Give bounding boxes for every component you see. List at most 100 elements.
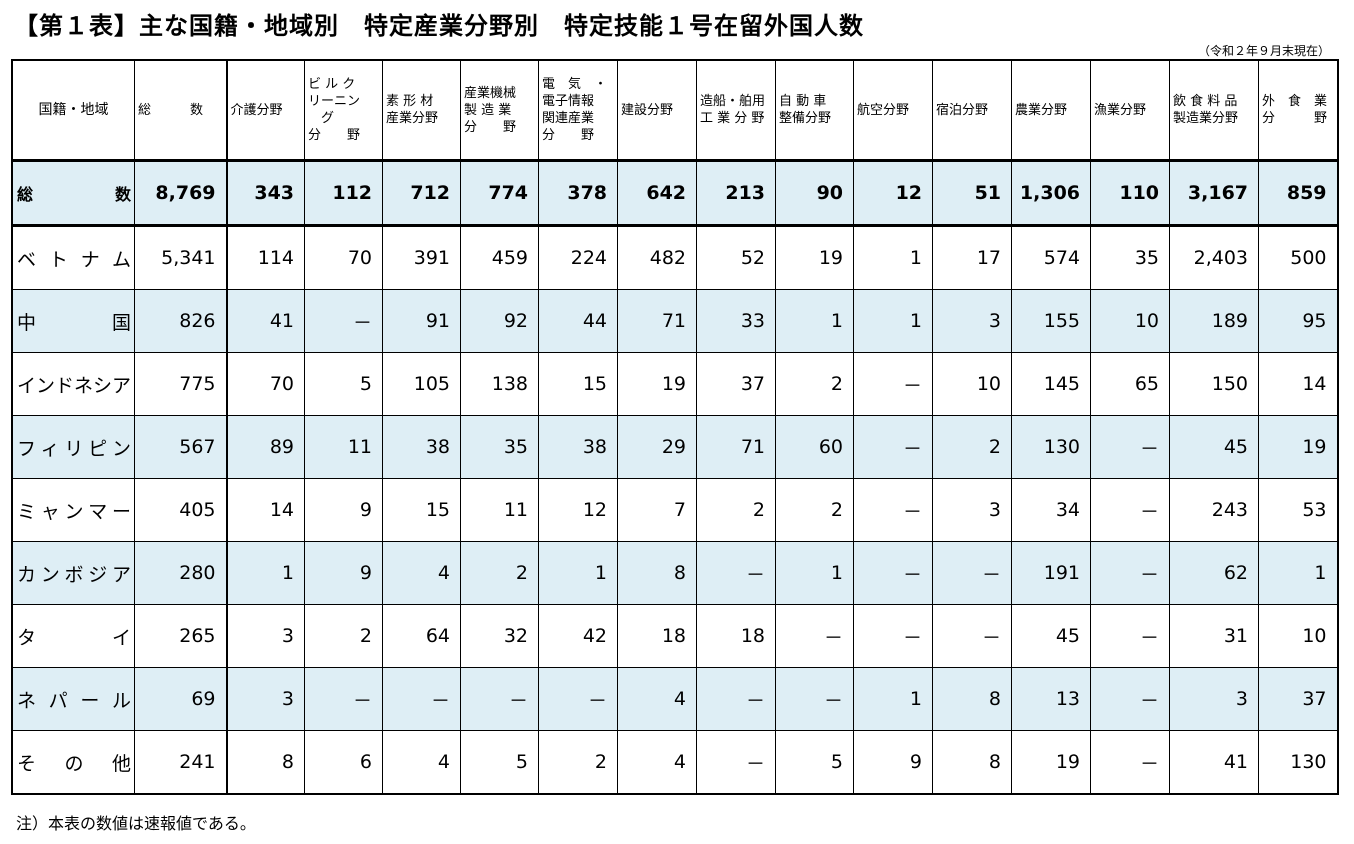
- table-cell: 3: [932, 289, 1013, 353]
- statistics-table: 国籍・地域総 数介護分野ビ ル ク リーニン グ 分 野素 形 材 産業分野 産業…: [11, 59, 1339, 795]
- column-header: 外 食 業 分 野: [1258, 59, 1339, 162]
- row-label: 総 数: [11, 160, 136, 227]
- table-cell: 53: [1258, 478, 1339, 542]
- table-cell: －: [538, 667, 619, 731]
- table-cell: 2: [304, 604, 384, 668]
- table-cell: 775: [134, 352, 228, 416]
- table-cell: 89: [226, 415, 306, 479]
- table-cell: 112: [304, 160, 384, 227]
- table-cell: 138: [460, 352, 540, 416]
- table-cell: －: [853, 352, 934, 416]
- table-row: 中国 826 41 － 91 92 44 71 33 1 1 3 155 10 189 95: [11, 289, 1339, 353]
- table-cell: 91: [382, 289, 462, 353]
- table-cell: 8: [932, 667, 1013, 731]
- table-cell: 191: [1011, 541, 1092, 605]
- table-cell: 105: [382, 352, 462, 416]
- table-cell: 280: [134, 541, 228, 605]
- table-cell: 11: [304, 415, 384, 479]
- row-label: ベトナム: [11, 225, 136, 290]
- table-cell: 3: [226, 667, 306, 731]
- table-cell: 826: [134, 289, 228, 353]
- table-cell: －: [304, 289, 384, 353]
- table-cell: 3: [226, 604, 306, 668]
- table-cell: －: [382, 667, 462, 731]
- table-row: カンボジア 280 1 9 4 2 1 8 － 1 －－ 191 － 62 1: [11, 541, 1339, 605]
- table-cell: 2: [460, 541, 540, 605]
- row-label: 中国: [11, 289, 136, 353]
- table-cell: 70: [226, 352, 306, 416]
- table-cell: 4: [617, 667, 698, 731]
- row-label: タイ: [11, 604, 136, 668]
- column-header-label: 介護分野: [230, 102, 283, 118]
- table-cell: 3: [932, 478, 1013, 542]
- table-cell: 19: [775, 225, 855, 290]
- column-header-label: 素 形 材 産業分野: [386, 94, 439, 126]
- table-cell: 41: [226, 289, 306, 353]
- footnote: 注）本表の数値は速報値である。: [16, 814, 256, 833]
- table-cell: －: [696, 730, 777, 795]
- table-cell: 31: [1169, 604, 1260, 668]
- table-cell: 64: [382, 604, 462, 668]
- row-label: インドネシア: [11, 352, 136, 416]
- table-cell: 3: [1169, 667, 1260, 731]
- table-cell: 5: [460, 730, 540, 795]
- table-cell: 500: [1258, 225, 1339, 290]
- table-cell: 8: [226, 730, 306, 795]
- table-cell: 15: [382, 478, 462, 542]
- table-cell: 12: [853, 160, 934, 227]
- table-row: ネパール 69 3 －－－－ 4 －－ 1 8 13 － 3 37: [11, 667, 1339, 731]
- column-header-label: 国籍・地域: [38, 101, 109, 118]
- table-cell: －: [1090, 415, 1171, 479]
- table-cell: 52: [696, 225, 777, 290]
- table-cell: 18: [696, 604, 777, 668]
- table-cell: 14: [1258, 352, 1339, 416]
- column-header-label: 総 数: [138, 102, 204, 118]
- column-header: 造船・舶用 工 業 分 野: [696, 59, 777, 162]
- table-row: ベトナム 5,341 114 70 391 459 224 482 52 19 1 17 574 35 2,…: [11, 225, 1339, 290]
- table-cell: －: [1090, 730, 1171, 795]
- table-cell: 35: [460, 415, 540, 479]
- row-label: ネパール: [11, 667, 136, 731]
- table-row: フィリピン 567 89 11 38 35 38 29 71 60 － 2 130 － 45 19: [11, 415, 1339, 479]
- table-cell: 60: [775, 415, 855, 479]
- table-cell: 567: [134, 415, 228, 479]
- table-cell: 19: [1258, 415, 1339, 479]
- table-cell: 2: [696, 478, 777, 542]
- table-cell: 38: [538, 415, 619, 479]
- table-cell: 32: [460, 604, 540, 668]
- table-cell: 19: [1011, 730, 1092, 795]
- table-cell: 34: [1011, 478, 1092, 542]
- table-cell: 642: [617, 160, 698, 227]
- table-row: ミャンマー 405 14 9 15 11 12 7 2 2 － 3 34 － 243 53: [11, 478, 1339, 542]
- table-cell: 391: [382, 225, 462, 290]
- column-header: 建設分野: [617, 59, 698, 162]
- table-cell: 33: [696, 289, 777, 353]
- column-header-label: 飲 食 料 品 製造業分野: [1173, 94, 1239, 126]
- table-cell: －: [853, 415, 934, 479]
- table-cell: －: [775, 604, 855, 668]
- column-header-label: 航空分野: [857, 102, 910, 118]
- row-label: カンボジア: [11, 541, 136, 605]
- table-cell: 9: [853, 730, 934, 795]
- table-cell: 459: [460, 225, 540, 290]
- table-cell: 1: [775, 541, 855, 605]
- table-cell: －: [1090, 667, 1171, 731]
- table-cell: 15: [538, 352, 619, 416]
- table-cell: 71: [696, 415, 777, 479]
- table-row: インドネシア 775 70 5 105 138 15 19 37 2 － 10 145 65 150 14: [11, 352, 1339, 416]
- table-cell: 482: [617, 225, 698, 290]
- table-cell: 12: [538, 478, 619, 542]
- table-cell: 65: [1090, 352, 1171, 416]
- row-label: その他: [11, 730, 136, 795]
- table-cell: 70: [304, 225, 384, 290]
- table-cell: 37: [1258, 667, 1339, 731]
- table-cell: 45: [1011, 604, 1092, 668]
- column-header: 自 動 車 整備分野: [775, 59, 855, 162]
- column-header: 素 形 材 産業分野: [382, 59, 462, 162]
- table-cell: 42: [538, 604, 619, 668]
- table-cell: 859: [1258, 160, 1339, 227]
- table-cell: 155: [1011, 289, 1092, 353]
- table-cell: 95: [1258, 289, 1339, 353]
- column-header: 産業機械 製 造 業 分 野: [460, 59, 540, 162]
- table-cell: －: [1090, 604, 1171, 668]
